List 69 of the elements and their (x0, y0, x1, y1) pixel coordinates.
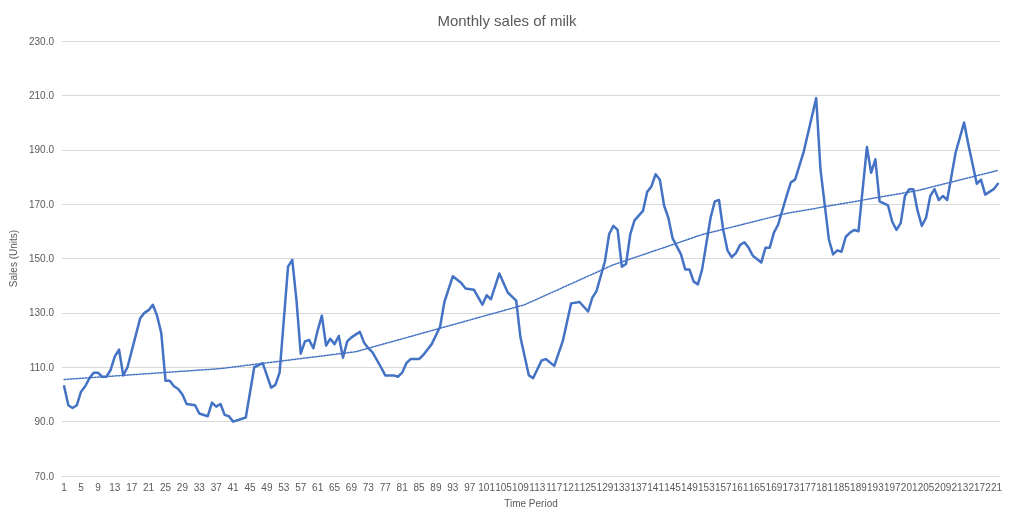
x-tick-label: 89 (430, 481, 442, 493)
x-tick-label: 49 (261, 481, 273, 493)
x-tick-label: 21 (143, 481, 155, 493)
y-tick-label: 170.0 (28, 198, 55, 210)
x-tick-label: 57 (295, 481, 307, 493)
x-tick-label: 125 (579, 481, 597, 493)
x-tick-label: 197 (883, 481, 902, 493)
x-tick-label: 177 (799, 481, 817, 493)
x-tick-label: 105 (495, 481, 513, 493)
y-axis-title: Sales (Units) (7, 229, 19, 288)
x-tick-label: 65 (328, 481, 341, 493)
x-tick-label: 17 (126, 481, 138, 493)
x-tick-label: 217 (968, 481, 986, 493)
x-tick-label: 5 (78, 481, 85, 493)
x-tick-label: 133 (613, 481, 631, 493)
x-tick-label: 181 (816, 481, 834, 493)
x-tick-label: 161 (731, 481, 749, 493)
x-tick-label: 61 (312, 481, 324, 493)
x-tick-label: 25 (159, 481, 172, 493)
x-tick-label: 37 (210, 481, 223, 493)
x-tick-label: 29 (176, 481, 189, 493)
y-tick-label: 70.0 (34, 470, 55, 482)
y-tick-label: 130.0 (28, 307, 55, 319)
x-tick-label: 141 (647, 481, 665, 493)
x-tick-label: 1 (61, 481, 68, 493)
x-tick-label: 33 (193, 481, 206, 493)
x-tick-label: 81 (396, 481, 409, 493)
y-tick-label: 110.0 (29, 361, 55, 373)
x-tick-label: 73 (362, 481, 375, 493)
x-tick-label: 109 (512, 481, 530, 493)
x-tick-label: 45 (244, 481, 257, 493)
y-tick-label: 230.0 (28, 35, 55, 47)
x-tick-label: 153 (698, 481, 716, 493)
y-tick-label: 150.0 (28, 253, 55, 264)
x-tick-label: 93 (447, 481, 459, 493)
x-tick-label: 41 (227, 481, 240, 493)
y-tick-label: 90.0 (34, 416, 55, 428)
x-tick-label: 205 (917, 481, 935, 493)
x-tick-label: 157 (714, 481, 733, 493)
x-tick-label: 97 (464, 481, 476, 493)
x-tick-label: 189 (850, 481, 868, 493)
x-tick-label: 185 (833, 481, 851, 493)
line-series (62, 96, 1000, 423)
x-tick-label: 101 (478, 481, 496, 493)
x-tick-label: 85 (413, 481, 426, 493)
x-tick-label: 13 (109, 481, 121, 493)
x-tick-label: 117 (546, 481, 563, 493)
x-tick-label: 53 (278, 481, 290, 493)
x-tick-label: 145 (664, 481, 682, 493)
y-tick-label: 190.0 (28, 144, 55, 156)
x-tick-label: 129 (596, 481, 614, 493)
x-tick-label: 173 (782, 481, 800, 493)
y-tick-label: 210.0 (28, 89, 55, 101)
x-tick-label: 9 (95, 481, 102, 493)
x-tick-label: 193 (867, 481, 885, 493)
x-tick-label: 221 (985, 481, 1003, 493)
x-tick-label: 149 (681, 481, 699, 493)
x-tick-label: 137 (630, 481, 648, 493)
x-tick-label: 201 (900, 481, 918, 493)
x-tick-label: 113 (529, 481, 546, 493)
x-tick-label: 69 (345, 481, 358, 493)
x-axis-title: Time Period (504, 497, 558, 509)
chart-title: Monthly sales of milk (437, 12, 578, 29)
x-tick-label: 169 (765, 481, 783, 493)
x-tick-label: 213 (951, 481, 969, 493)
x-tick-label: 77 (379, 481, 392, 493)
x-tick-label: 121 (562, 481, 580, 493)
x-tick-label: 209 (934, 481, 952, 493)
x-tick-label: 165 (748, 481, 766, 493)
